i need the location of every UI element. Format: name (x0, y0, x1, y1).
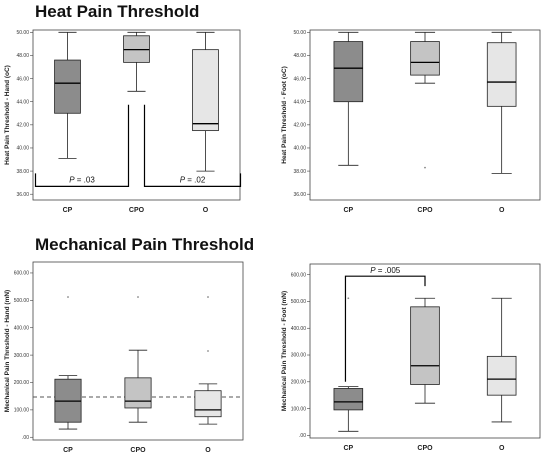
y-tick-label: .00 (299, 433, 306, 439)
box-cpo (123, 31, 150, 92)
significance-bracket (344, 275, 426, 382)
box-cp (333, 31, 364, 166)
y-tick-label: 48.00 (293, 53, 306, 59)
y-tick-label: 50.00 (293, 30, 306, 36)
box-o (486, 31, 517, 174)
significance-bracket (34, 104, 130, 187)
y-tick-label: 44.00 (16, 99, 29, 105)
outlier-point (424, 166, 426, 169)
iqr-box (333, 388, 364, 411)
y-axis-label: Heat Pain Threshold - Hand (oC) (4, 65, 11, 165)
box-cpo (410, 297, 440, 404)
y-tick-label: 400.00 (291, 326, 307, 332)
box-o (192, 31, 219, 172)
x-category-label: CP (343, 445, 353, 452)
y-tick-label: 38.00 (16, 169, 29, 175)
chart-panel-4: .00 100.00 200.00 300.00 400.00 500.00 600.00 M… (281, 263, 541, 452)
y-tick-label: 500.00 (14, 298, 30, 304)
y-tick-label: 100.00 (14, 408, 30, 414)
y-tick-label: 36.00 (293, 192, 306, 198)
significance-bracket (143, 104, 242, 187)
p-value: = .005 (376, 266, 401, 275)
y-tick-label: 500.00 (291, 299, 307, 305)
y-tick-label: .00 (22, 435, 29, 441)
heat-section-title: Heat Pain Threshold (35, 2, 200, 21)
p-value-label: P = .005 (370, 266, 401, 275)
y-tick-label: 42.00 (293, 123, 306, 129)
p-value: = .02 (185, 175, 206, 184)
chart-panel-2: 36.00 38.00 40.00 42.00 44.00 46.00 48.00 50.00… (281, 29, 541, 214)
p-value-label: P = .02 (180, 175, 206, 184)
y-tick-label: 46.00 (16, 76, 29, 82)
y-tick-label: 42.00 (16, 123, 29, 129)
p-symbol: P (180, 175, 186, 184)
x-category-label: CP (63, 447, 73, 453)
box-cpo (410, 31, 440, 169)
x-category-label: CPO (130, 447, 146, 453)
chart-panel-1: 36.00 38.00 40.00 42.00 44.00 46.00 48.00 50.00… (4, 29, 242, 214)
iqr-box (486, 42, 517, 107)
x-category-label: CPO (417, 207, 433, 214)
outlier-point (207, 350, 209, 352)
chart-panel-3: .00 100.00 200.00 300.00 400.00 500.00 600.00 M… (4, 261, 244, 453)
y-axis-label: Mechanical Pain Threshold - Foot (mN) (281, 291, 288, 411)
x-category-label: O (205, 447, 211, 453)
x-category-label: O (203, 207, 209, 214)
p-value: = .03 (75, 175, 96, 184)
p-symbol: P (370, 266, 376, 275)
x-category-label: CP (63, 207, 73, 214)
y-tick-label: 40.00 (293, 146, 306, 152)
p-symbol: P (69, 175, 75, 184)
iqr-box (333, 41, 364, 103)
y-tick-label: 300.00 (291, 353, 307, 359)
y-tick-label: 48.00 (16, 53, 29, 59)
significance-annotation: P = .03 (34, 104, 130, 187)
x-category-label: CP (343, 207, 353, 214)
y-tick-label: 36.00 (16, 192, 29, 198)
outlier-point (137, 296, 139, 298)
y-axis-label: Mechanical Pain Threshold - Hand (mN) (4, 290, 11, 412)
y-tick-label: 46.00 (293, 76, 306, 82)
iqr-box (410, 41, 440, 76)
box-o (486, 297, 517, 423)
box-cp (54, 31, 81, 159)
y-tick-label: 400.00 (14, 325, 30, 331)
y-tick-label: 200.00 (291, 379, 307, 385)
y-tick-label: 50.00 (16, 30, 29, 36)
y-axis-label: Heat Pain Threshold - Foot (oC) (281, 66, 288, 164)
y-tick-label: 38.00 (293, 169, 306, 175)
x-category-label: CPO (129, 207, 145, 214)
iqr-box (192, 49, 219, 132)
box-cp (333, 297, 364, 432)
p-value-label: P = .03 (69, 175, 95, 184)
y-tick-label: 44.00 (293, 99, 306, 105)
x-category-label: O (499, 445, 505, 452)
mechanical-section-title: Mechanical Pain Threshold (35, 235, 255, 254)
y-tick-label: 300.00 (14, 353, 30, 359)
significance-annotation: P = .02 (143, 104, 242, 187)
outlier-point (67, 296, 69, 298)
iqr-box (486, 355, 517, 396)
y-tick-label: 200.00 (14, 380, 30, 386)
box-o (194, 296, 222, 425)
box-cp (54, 296, 82, 430)
box-cpo (124, 296, 152, 423)
iqr-box (124, 377, 152, 409)
iqr-box (54, 59, 81, 114)
outlier-point (347, 297, 350, 300)
iqr-box (194, 390, 222, 418)
y-tick-label: 600.00 (291, 272, 307, 278)
y-tick-label: 40.00 (16, 146, 29, 152)
x-category-label: O (499, 207, 505, 214)
y-tick-label: 100.00 (291, 406, 307, 412)
significance-annotation: P = .005 (344, 266, 426, 382)
iqr-box (410, 306, 440, 385)
x-category-label: CPO (417, 445, 433, 452)
y-tick-label: 600.00 (14, 271, 30, 277)
outlier-point (207, 296, 209, 298)
